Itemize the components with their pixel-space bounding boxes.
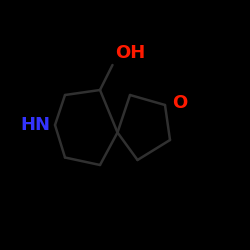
Text: OH: OH <box>115 44 145 62</box>
Text: O: O <box>172 94 188 112</box>
Text: HN: HN <box>20 116 50 134</box>
